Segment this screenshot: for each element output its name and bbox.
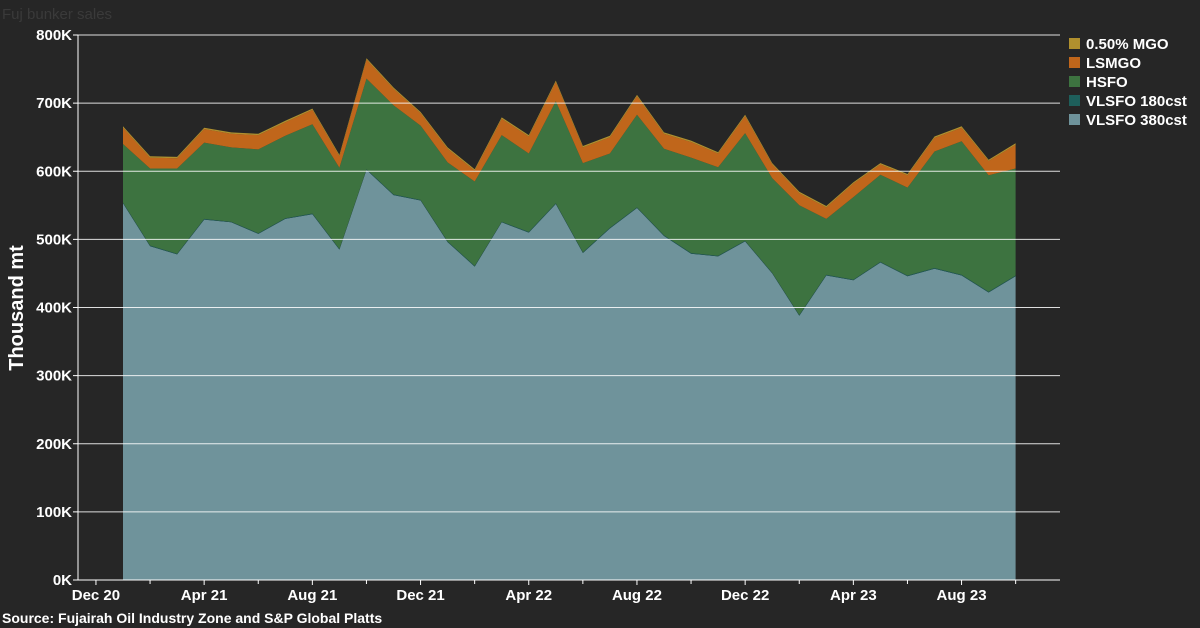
legend-swatch-vlsfo-180cst [1069, 95, 1080, 106]
chart-title: Fuj bunker sales [2, 6, 113, 23]
legend-swatch-hsfo [1069, 76, 1080, 87]
x-tick-label: Dec 21 [396, 587, 444, 604]
y-tick-label: 0K [53, 572, 72, 589]
x-tick-label: Aug 23 [937, 587, 987, 604]
y-tick-label: 100K [36, 504, 72, 521]
source-note: Source: Fujairah Oil Industry Zone and S… [2, 610, 383, 626]
x-tick-label: Apr 23 [830, 587, 877, 604]
x-tick-label: Aug 22 [612, 587, 662, 604]
x-tick-label: Dec 20 [72, 587, 120, 604]
y-axis-ticks: 0K 100K 200K 300K 400K 500K 600K 700K 800K [36, 27, 78, 589]
legend: 0.50% MGO LSMGO HSFO VLSFO 180cst VLSFO 380c… [1069, 36, 1187, 129]
area-hsfo [123, 78, 1016, 315]
x-tick-label: Dec 22 [721, 587, 769, 604]
y-tick-label: 200K [36, 436, 72, 453]
gridlines [78, 34, 1060, 513]
area-series-group [123, 58, 1016, 580]
x-tick-label: Aug 21 [287, 587, 337, 604]
y-tick-label: 400K [36, 300, 72, 317]
legend-label-hsfo: HSFO [1086, 74, 1128, 91]
legend-label-lsmgo: LSMGO [1086, 55, 1141, 72]
y-tick-label: 700K [36, 95, 72, 112]
legend-label-vlsfo-180cst: VLSFO 180cst [1086, 93, 1187, 110]
y-tick-label: 800K [36, 27, 72, 44]
y-tick-label: 600K [36, 163, 72, 180]
x-tick-label: Apr 21 [181, 587, 228, 604]
x-axis-ticks: Dec 20 Apr 21 Aug 21 Dec 21 Apr 22 Aug 22 Dec … [72, 580, 1017, 604]
area-vlsfo-380cst [123, 169, 1016, 580]
y-axis-label: Thousand mt [6, 245, 28, 371]
y-tick-label: 300K [36, 368, 72, 385]
legend-label-0-50-mgo: 0.50% MGO [1086, 36, 1169, 53]
legend-swatch-0-50-mgo [1069, 38, 1080, 49]
x-tick-label: Apr 22 [505, 587, 552, 604]
y-tick-label: 500K [36, 231, 72, 248]
legend-label-vlsfo-380cst: VLSFO 380cst [1086, 112, 1187, 129]
legend-swatch-vlsfo-380cst [1069, 114, 1080, 125]
legend-swatch-lsmgo [1069, 57, 1080, 68]
